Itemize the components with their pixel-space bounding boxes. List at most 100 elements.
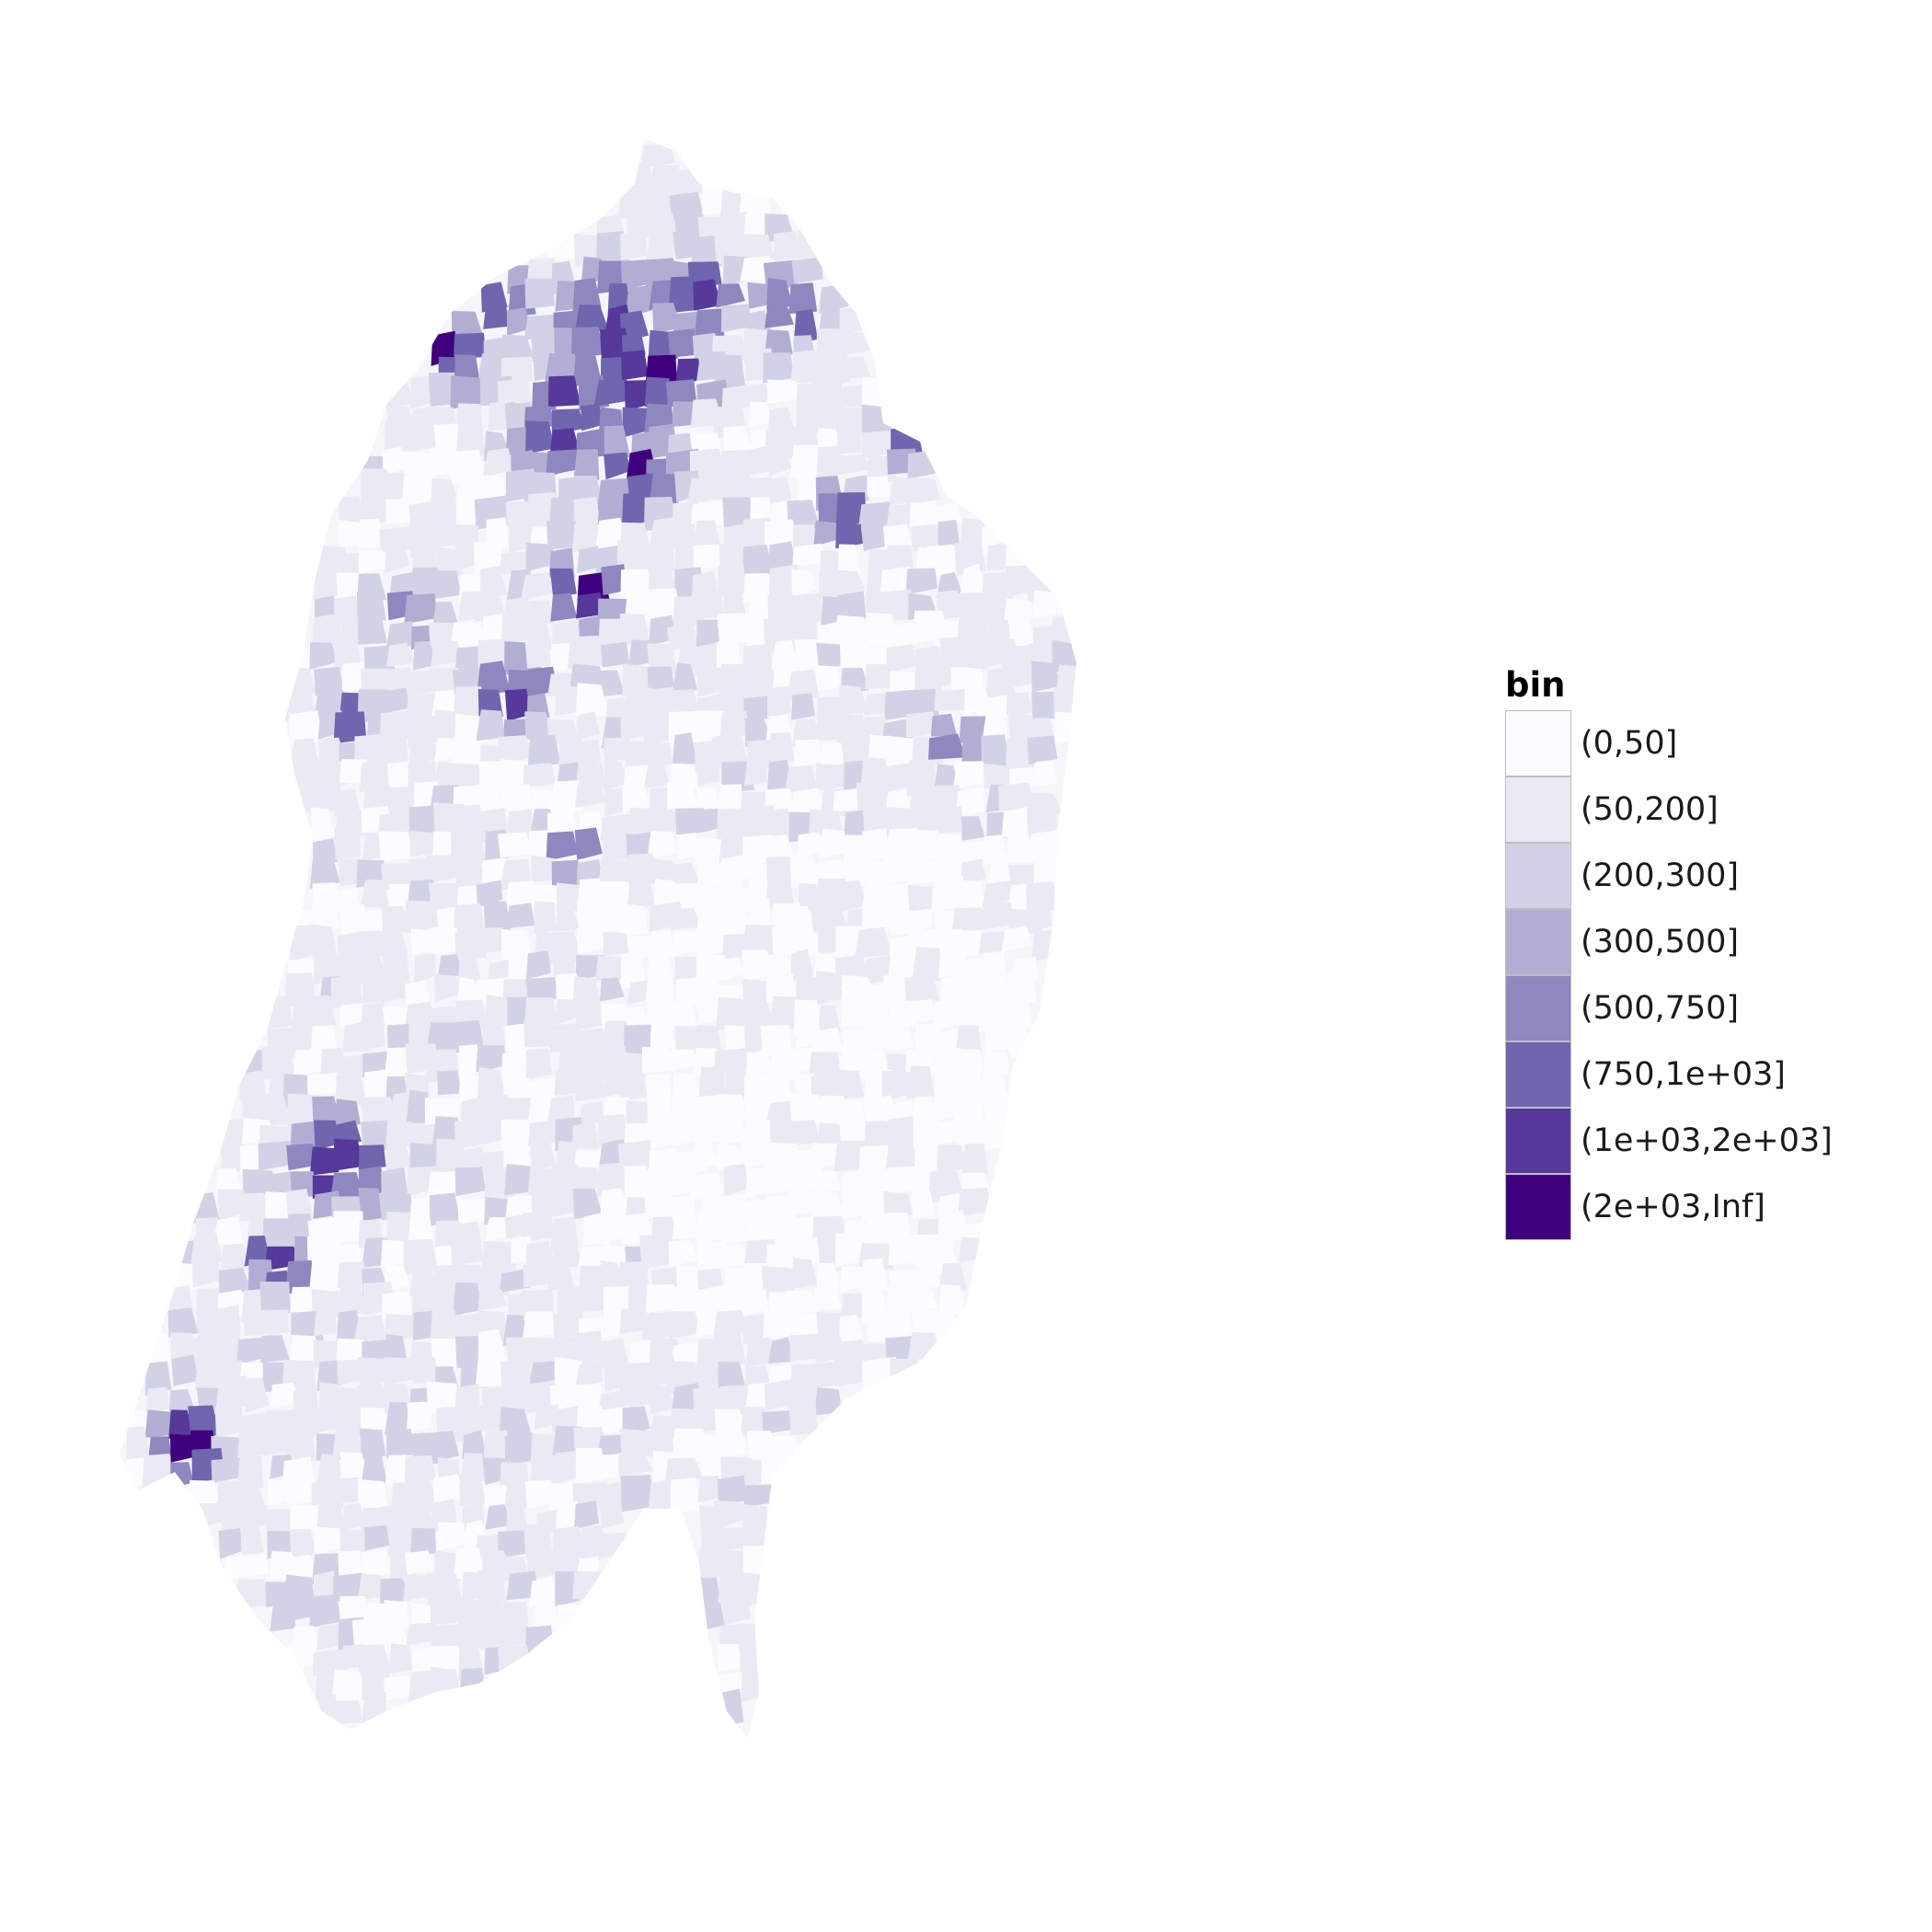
municipality-region	[567, 635, 604, 670]
municipality-region	[906, 1065, 935, 1099]
municipality-region	[311, 995, 337, 1028]
municipality-region	[484, 995, 513, 1030]
municipality-region	[458, 1044, 482, 1078]
municipality-region	[691, 570, 719, 599]
municipality-region	[581, 404, 604, 431]
municipality-region	[646, 858, 675, 886]
municipality-region	[793, 309, 819, 344]
municipality-region	[573, 1189, 603, 1220]
municipality-region	[981, 734, 1011, 768]
municipality-region	[406, 693, 440, 719]
municipality-region	[789, 856, 821, 888]
municipality-region	[980, 1122, 1011, 1150]
municipality-region	[458, 1198, 490, 1223]
municipality-region	[765, 856, 796, 886]
municipality-region	[534, 901, 556, 935]
municipality-region	[335, 1386, 364, 1413]
municipality-region	[690, 500, 726, 527]
municipality-region	[768, 1337, 796, 1364]
municipality-region	[600, 977, 625, 1002]
municipality-region	[835, 492, 867, 530]
municipality-region	[1009, 1028, 1034, 1058]
municipality-region	[743, 1001, 776, 1031]
municipality-region	[645, 1284, 680, 1314]
municipality-region	[312, 900, 342, 931]
municipality-region	[581, 1524, 604, 1560]
municipality-region	[381, 1291, 414, 1319]
legend-label: (300,500]	[1581, 924, 1740, 960]
municipality-region	[982, 880, 1018, 906]
municipality-region	[314, 1306, 338, 1337]
municipality-region	[409, 1527, 437, 1557]
municipality-region	[215, 1375, 252, 1409]
municipality-region	[1004, 972, 1036, 1007]
municipality-region	[309, 1409, 343, 1434]
municipality-region	[719, 663, 751, 698]
municipality-region	[718, 784, 744, 810]
municipality-region	[505, 1505, 529, 1538]
municipality-region	[1007, 712, 1034, 743]
municipality-region	[462, 1430, 488, 1459]
municipality-region	[670, 1342, 702, 1367]
municipality-region	[843, 810, 868, 842]
municipality-region	[912, 1234, 943, 1269]
municipality-region	[599, 1310, 627, 1339]
municipality-region	[1026, 811, 1057, 838]
municipality-region	[593, 1213, 628, 1242]
municipality-region	[931, 875, 966, 914]
municipality-region	[388, 1643, 412, 1674]
municipality-region	[526, 600, 555, 627]
municipality-region	[791, 1258, 818, 1289]
municipality-region	[405, 900, 440, 935]
municipality-region	[718, 907, 752, 936]
municipality-region	[717, 1143, 746, 1171]
municipality-region	[555, 684, 581, 717]
municipality-region	[334, 1138, 364, 1171]
municipality-region	[742, 978, 767, 1009]
legend-entry: (200,300]	[1505, 843, 1892, 909]
municipality-region	[785, 1290, 819, 1316]
legend-entry: (750,1e+03]	[1505, 1041, 1892, 1108]
municipality-region	[551, 1189, 576, 1217]
municipality-region	[474, 927, 508, 954]
legend-label: (750,1e+03]	[1581, 1056, 1786, 1093]
municipality-region	[647, 831, 678, 859]
municipality-region	[334, 788, 361, 816]
municipality-region	[672, 1072, 702, 1103]
municipality-region	[436, 1522, 466, 1551]
municipality-region	[382, 687, 410, 714]
municipality-region	[357, 1573, 385, 1601]
municipality-region	[839, 1293, 867, 1322]
municipality-region	[598, 859, 634, 886]
municipality-region	[906, 477, 940, 505]
municipality-region	[1029, 830, 1064, 864]
municipality-region	[717, 1244, 749, 1269]
municipality-region	[618, 1453, 653, 1477]
municipality-region	[594, 955, 629, 982]
municipality-region	[600, 1188, 630, 1219]
municipality-region	[740, 256, 774, 282]
municipality-region	[354, 734, 388, 766]
municipality-region	[691, 235, 722, 270]
municipality-region	[835, 1233, 863, 1268]
municipality-region	[258, 1141, 294, 1171]
municipality-region	[698, 1066, 727, 1100]
municipality-region	[218, 1267, 252, 1296]
municipality-region	[771, 639, 799, 670]
municipality-region	[222, 1555, 248, 1581]
municipality-region	[840, 880, 867, 912]
municipality-region	[765, 305, 794, 328]
municipality-region	[881, 589, 916, 621]
municipality-region	[361, 1120, 395, 1153]
municipality-region	[458, 1667, 486, 1703]
municipality-region	[716, 283, 746, 308]
municipality-region	[694, 1403, 719, 1432]
municipality-region	[267, 1309, 290, 1337]
municipality-region	[814, 1284, 842, 1311]
municipality-region	[671, 1286, 701, 1313]
municipality-region	[604, 452, 630, 480]
municipality-region	[358, 1188, 385, 1222]
municipality-region	[387, 761, 414, 791]
municipality-region	[554, 909, 581, 932]
municipality-region	[290, 738, 318, 765]
